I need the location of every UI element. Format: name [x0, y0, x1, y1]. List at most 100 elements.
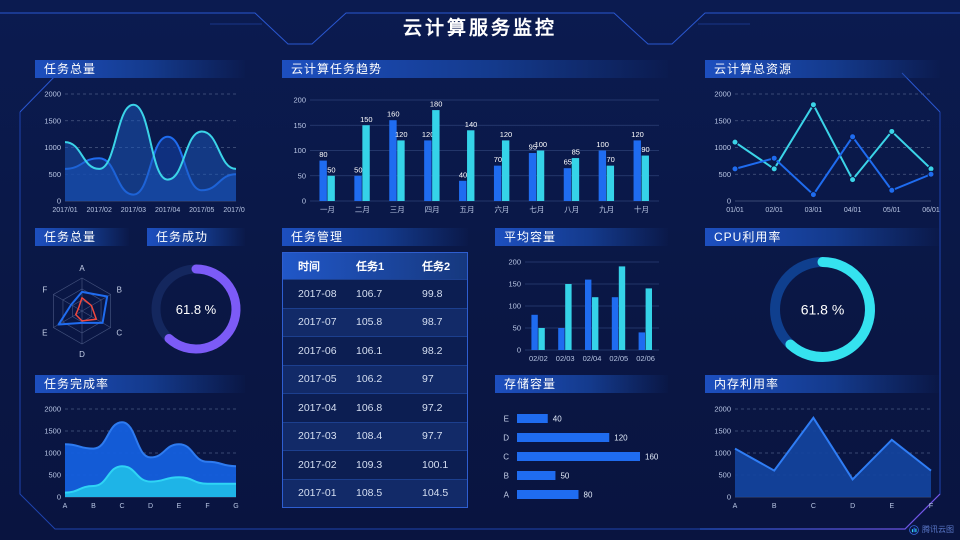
svg-text:150: 150: [360, 115, 373, 124]
svg-text:六月: 六月: [494, 204, 509, 214]
svg-text:50: 50: [327, 165, 335, 174]
panel-cloud-resources: 云计算总资源 0 500 1000 1500 2000 01/01 02/01 03/01 04…: [705, 60, 940, 216]
panel-title-avg-capacity: 平均容量: [495, 228, 668, 246]
svg-text:0: 0: [727, 493, 731, 502]
chart-cpu-usage-donut[interactable]: 61.8 %: [705, 252, 940, 365]
panel-title-storage: 存储容量: [495, 375, 668, 393]
svg-text:03/01: 03/01: [805, 207, 823, 214]
svg-text:一月: 一月: [320, 205, 335, 214]
svg-text:九月: 九月: [599, 205, 614, 214]
chart-task-total-area[interactable]: 0 500 1000 1500 2000 2017/01 2017/02 2017/03 201…: [35, 84, 245, 216]
svg-text:40: 40: [459, 170, 467, 179]
table-cell: 97: [422, 373, 434, 386]
panel-title-task-success: 任务成功: [147, 228, 245, 246]
row-radar-donut: 任务总量 A B C D E F 任务成功 61.8 %: [35, 228, 245, 364]
svg-text:50: 50: [513, 324, 521, 333]
panel-title-cloud-resources: 云计算总资源: [705, 60, 940, 78]
panel-title-task-manage: 任务管理: [282, 228, 468, 246]
svg-text:C: C: [116, 329, 122, 338]
svg-text:80: 80: [584, 491, 593, 500]
svg-text:B: B: [117, 286, 122, 295]
svg-text:120: 120: [631, 130, 644, 139]
table-row: 2017-03 108.4 97.7: [283, 421, 467, 450]
svg-text:四月: 四月: [425, 205, 440, 214]
table-cell: 106.8: [356, 401, 383, 414]
svg-text:0: 0: [727, 197, 731, 206]
svg-text:02/05: 02/05: [609, 354, 628, 363]
svg-text:06/01: 06/01: [922, 207, 940, 214]
svg-text:61.8 %: 61.8 %: [801, 302, 845, 318]
chart-mem-usage-area[interactable]: 0 500 1000 1500 2000 A B C D E F: [705, 399, 940, 512]
column-left: 任务总量 0 500 1000 1500 2000 2017/01 2017/02 2017/…: [35, 60, 245, 512]
table-row: 2017-04 106.8 97.2: [283, 393, 467, 422]
table-header-cell: 时间: [298, 261, 320, 273]
table-header-cell: 任务1: [356, 261, 385, 273]
chart-task-success-donut[interactable]: 61.8 %: [147, 252, 245, 364]
svg-text:0: 0: [517, 346, 521, 355]
svg-text:F: F: [205, 503, 209, 510]
svg-text:2017/03: 2017/03: [121, 207, 146, 214]
svg-text:200: 200: [293, 96, 306, 105]
panel-task-completion: 任务完成率 0 500 1000 1500 2000 A B C D E F G: [35, 375, 245, 512]
svg-text:三月: 三月: [390, 205, 405, 214]
svg-text:100: 100: [508, 302, 521, 311]
table-row: 2017-02 109.3 100.1: [283, 450, 467, 479]
svg-text:七月: 七月: [529, 205, 544, 214]
task-table-body: 2017-08 106.7 99.8 2017-07 105.8 98.7 2017-06 1…: [283, 279, 467, 507]
svg-text:100: 100: [293, 146, 306, 155]
row-table-capacity: 任务管理 时间 任务1 任务2 2017-08 106.7 99.8 2017-07 105…: [282, 228, 668, 512]
table-cell: 98.7: [422, 316, 443, 329]
table-cell: 106.2: [356, 373, 383, 386]
svg-text:G: G: [233, 503, 238, 510]
chart-task-radar[interactable]: A B C D E F: [35, 252, 129, 364]
svg-text:C: C: [119, 503, 124, 510]
svg-text:01/01: 01/01: [726, 207, 744, 214]
svg-text:F: F: [929, 503, 933, 510]
svg-text:1000: 1000: [714, 449, 731, 458]
chart-task-completion-area[interactable]: 0 500 1000 1500 2000 A B C D E F G: [35, 399, 245, 512]
table-cell: 106.7: [356, 287, 383, 300]
table-cell: 2017-02: [298, 458, 337, 471]
panel-storage: 存储容量 E 40 D 120 C 160 B 50 A 80: [495, 375, 668, 512]
svg-text:B: B: [91, 503, 96, 510]
chart-storage-hbars[interactable]: E 40 D 120 C 160 B 50 A 80: [495, 399, 668, 512]
panel-task-radar: 任务总量 A B C D E F: [35, 228, 129, 364]
page-title: 云计算服务监控: [402, 18, 557, 39]
table-cell: 104.5: [422, 487, 449, 500]
table-cell: 108.4: [356, 430, 383, 443]
table-cell: 98.2: [422, 344, 443, 357]
svg-text:04/01: 04/01: [844, 207, 862, 214]
svg-text:八月: 八月: [564, 205, 579, 214]
svg-text:120: 120: [614, 434, 628, 443]
svg-text:B: B: [504, 472, 509, 481]
svg-text:70: 70: [494, 155, 502, 164]
svg-text:2017/04: 2017/04: [155, 207, 180, 214]
tencent-cloud-logo-icon: [909, 524, 919, 535]
chart-avg-capacity-bars[interactable]: 0 50 100 150 200 02/02 02/03 02/04 02/05 02/06: [495, 252, 668, 365]
svg-text:0: 0: [57, 197, 61, 206]
table-cell: 99.8: [422, 287, 443, 300]
svg-text:十月: 十月: [634, 204, 649, 214]
svg-text:140: 140: [465, 120, 478, 129]
svg-text:40: 40: [553, 415, 562, 424]
panel-title-task-trend: 云计算任务趋势: [282, 60, 668, 78]
panel-task-manage: 任务管理 时间 任务1 任务2 2017-08 106.7 99.8 2017-07 105…: [282, 228, 468, 512]
table-cell: 2017-01: [298, 487, 337, 500]
svg-text:D: D: [503, 434, 509, 443]
table-cell: 108.5: [356, 487, 383, 500]
svg-text:100: 100: [535, 140, 548, 149]
svg-text:0: 0: [302, 197, 306, 206]
svg-text:C: C: [811, 503, 816, 510]
svg-text:2000: 2000: [44, 90, 61, 99]
column-middle: 云计算任务趋势 0 50 100 150 200 一月 二月 三月 四月 五月 六月 七月 八月 九月 十月…: [282, 60, 668, 512]
table-cell: 100.1: [422, 458, 449, 471]
svg-text:2017/05: 2017/05: [189, 207, 214, 214]
table-cell: 97.2: [422, 401, 443, 414]
chart-cloud-resources-lines[interactable]: 0 500 1000 1500 2000 01/01 02/01 03/01 04/01 05/0…: [705, 84, 940, 216]
svg-text:2017/01: 2017/01: [52, 207, 77, 214]
panel-title-cpu-usage: CPU利用率: [705, 228, 940, 246]
table-row: 2017-08 106.7 99.8: [283, 279, 467, 308]
svg-text:500: 500: [48, 471, 61, 480]
